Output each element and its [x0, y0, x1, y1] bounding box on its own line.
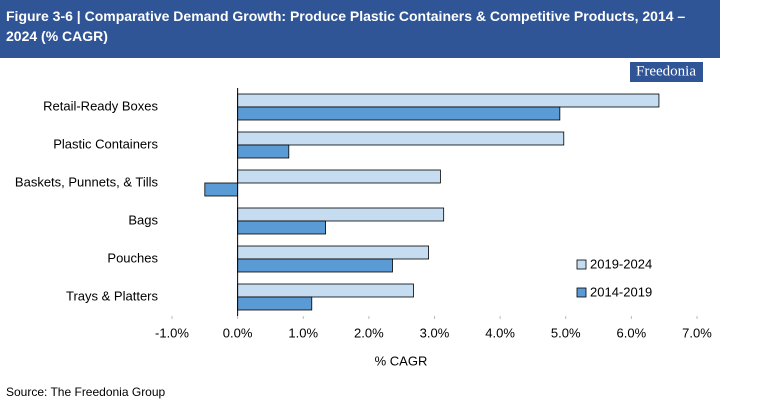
x-tick-label: 1.0%	[288, 325, 318, 340]
x-tick-label: 5.0%	[551, 325, 581, 340]
y-tick-label: Trays & Platters	[66, 288, 158, 303]
y-tick-label: Pouches	[107, 250, 158, 265]
x-tick-label: 0.0%	[223, 325, 253, 340]
y-tick-label: Retail-Ready Boxes	[43, 98, 158, 113]
y-tick-label: Bags	[128, 212, 158, 227]
legend-swatch	[576, 259, 587, 270]
y-tick-label: Baskets, Punnets, & Tills	[15, 174, 159, 189]
x-tick-label: 7.0%	[682, 325, 712, 340]
bar	[237, 93, 660, 108]
legend-label: 2014-2019	[590, 284, 652, 299]
bar	[237, 207, 445, 222]
bar	[237, 296, 313, 311]
bar	[237, 220, 326, 235]
bar	[237, 258, 393, 273]
x-axis-label: % CAGR	[375, 353, 428, 368]
bar	[237, 131, 565, 146]
x-tick-label: 6.0%	[617, 325, 647, 340]
source: Source: The Freedonia Group	[6, 385, 166, 399]
x-tick-label: -1.0%	[155, 325, 189, 340]
chart-title: Figure 3-6 | Comparative Demand Growth: …	[0, 0, 720, 58]
y-tick-label: Plastic Containers	[53, 136, 158, 151]
x-tick-label: 3.0%	[420, 325, 450, 340]
bar	[237, 245, 429, 260]
bar	[204, 182, 239, 197]
bar	[237, 169, 441, 184]
logo: Freedonia	[636, 63, 696, 79]
x-tick-label: 2.0%	[354, 325, 384, 340]
legend-label: 2019-2024	[590, 256, 652, 271]
bar	[237, 144, 290, 159]
bar	[237, 283, 414, 298]
bar	[237, 106, 561, 121]
legend-swatch	[576, 287, 587, 298]
x-tick-label: 4.0%	[485, 325, 515, 340]
logo-box	[630, 62, 703, 82]
